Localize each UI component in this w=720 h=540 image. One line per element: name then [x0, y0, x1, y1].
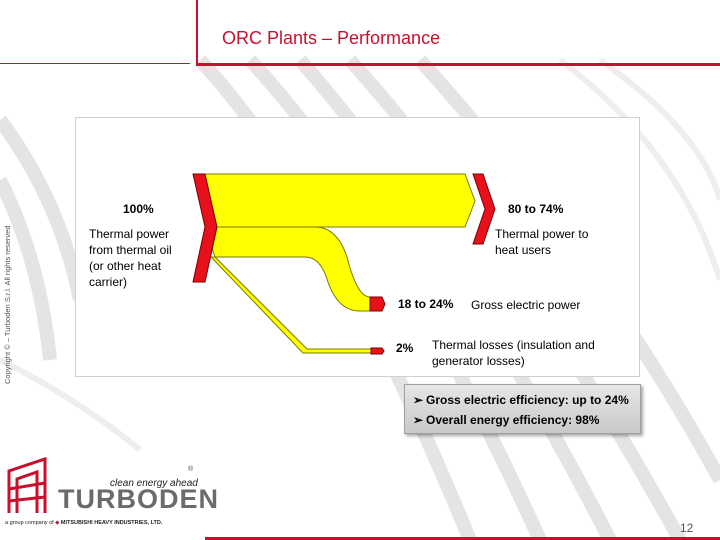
- title-rule-left: [0, 63, 190, 64]
- losses-output-label: Thermal losses (insulation and generator…: [432, 337, 595, 369]
- highlight-item: ➢ Gross electric efficiency: up to 24%: [413, 390, 640, 410]
- electric-flow-band: [204, 226, 372, 312]
- electric-output-label: Gross electric power: [471, 298, 581, 312]
- arrow-bullet-icon: ➢: [413, 413, 424, 427]
- turboden-logo-icon: [7, 456, 47, 513]
- group-prefix: a group company of: [5, 520, 54, 526]
- electric-output-percent: 18 to 24%: [398, 297, 454, 311]
- copyright-note: Copyright © – Turboden S.r.l. All rights…: [3, 225, 12, 384]
- input-label-line: carrier): [89, 275, 127, 289]
- losses-output-percent: 2%: [396, 341, 414, 355]
- input-arrow-icon: [192, 173, 218, 283]
- input-percent: 100%: [123, 202, 154, 216]
- title-frame: [196, 0, 720, 66]
- heat-output-label-line: heat users: [495, 243, 552, 257]
- footer-rule: [205, 537, 720, 540]
- heat-output-arrow-icon: [472, 173, 496, 245]
- mitsubishi-icon: ◆: [55, 520, 60, 526]
- highlight-text: Gross electric efficiency: up to 24%: [426, 393, 629, 407]
- group-company-line: a group company of ◆ MITSUBISHI HEAVY IN…: [5, 520, 162, 526]
- highlight-text: Overall energy efficiency: 98%: [426, 413, 600, 427]
- input-label-line: Thermal power: [89, 227, 170, 241]
- brand-name: TURBODEN: [58, 484, 219, 514]
- arrow-bullet-icon: ➢: [413, 393, 424, 407]
- registered-mark: ®: [188, 466, 194, 473]
- sankey-panel: [75, 117, 640, 377]
- heat-output-label: Thermal power to heat users: [495, 226, 588, 258]
- heat-output-percent: 80 to 74%: [508, 202, 564, 216]
- input-label: Thermal power from thermal oil (or other…: [89, 226, 172, 290]
- efficiency-highlights: ➢ Gross electric efficiency: up to 24% ➢ O…: [404, 384, 641, 434]
- page-number: 12: [680, 521, 694, 535]
- brand-tagline: clean energy ahead: [110, 478, 198, 489]
- electric-output-arrow-icon: [369, 296, 386, 312]
- input-label-line: (or other heat: [89, 259, 162, 273]
- losses-output-label-line: generator losses): [432, 354, 525, 368]
- losses-output-label-line: Thermal losses (insulation and: [432, 338, 595, 352]
- highlight-item: ➢ Overall energy efficiency: 98%: [413, 410, 640, 430]
- slide-title: ORC Plants – Performance: [222, 28, 441, 48]
- input-label-line: from thermal oil: [89, 243, 172, 257]
- group-name: MITSUBISHI HEAVY INDUSTRIES, LTD.: [60, 520, 163, 526]
- heat-output-label-line: Thermal power to: [495, 227, 589, 241]
- losses-output-arrow-icon: [370, 347, 385, 355]
- heat-flow-band: [204, 173, 476, 228]
- sankey-diagram: [192, 173, 496, 355]
